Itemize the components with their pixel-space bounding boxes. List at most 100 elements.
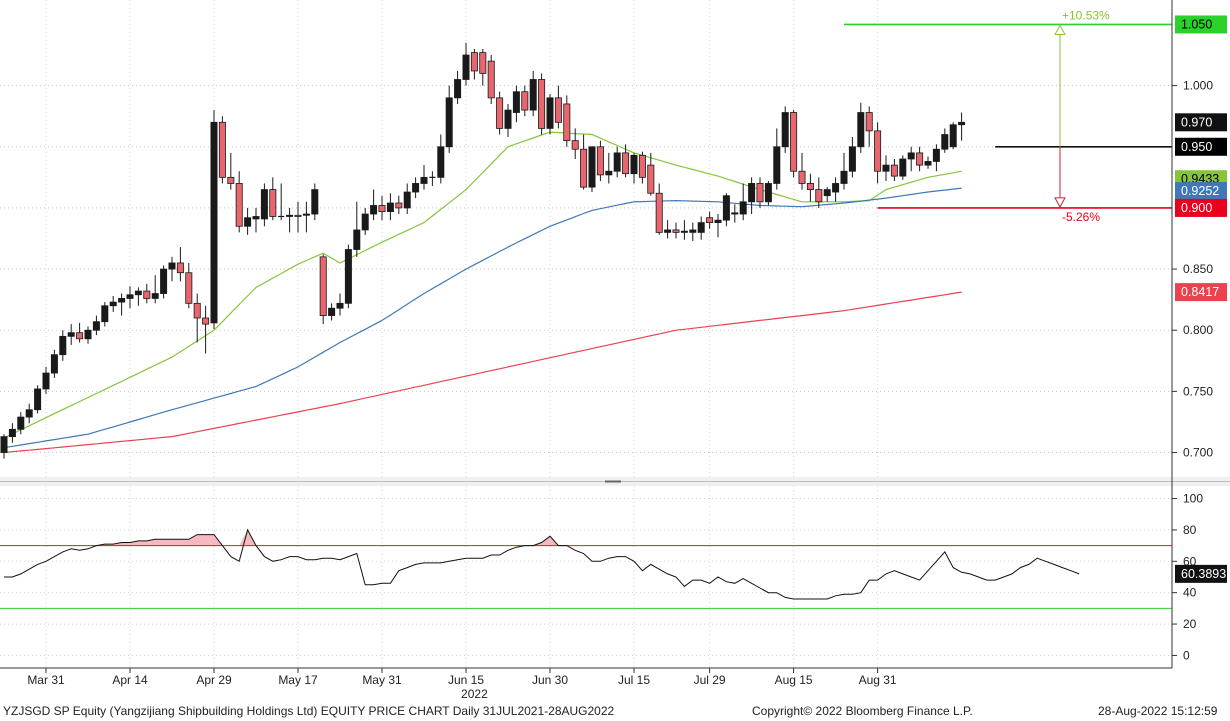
candle-body [118, 298, 126, 303]
date-tick-label: Aug 31 [859, 673, 897, 687]
candle-body [689, 229, 697, 233]
candle-body [386, 202, 394, 212]
candle [76, 322, 84, 343]
candle-body [370, 205, 378, 215]
candle-body [210, 121, 218, 324]
candle-body [193, 302, 201, 319]
rsi-overbought-area [96, 529, 559, 546]
candle-body [622, 152, 630, 175]
candle [739, 183, 747, 221]
candle-body [160, 268, 168, 294]
candle [151, 275, 159, 304]
candle-body [916, 152, 924, 166]
candle-body [412, 183, 420, 193]
candle-body [899, 158, 907, 177]
date-tick-label: Mar 31 [27, 673, 65, 687]
price-gridlines [0, 0, 1230, 486]
candle [59, 330, 67, 361]
candle-body [949, 124, 957, 148]
candle-body [958, 121, 966, 126]
current-price-tag: 0.950 [1175, 137, 1227, 156]
candle [907, 146, 915, 172]
date-tick-label: Jun 30 [532, 673, 568, 687]
candle-body [538, 79, 546, 129]
candle [496, 91, 504, 135]
candle [67, 324, 75, 345]
candlesticks [0, 42, 966, 459]
candle-body [445, 97, 453, 148]
candle [412, 177, 420, 199]
candle-body [76, 332, 84, 340]
candle [638, 151, 646, 184]
rsi-tick-label: 80 [1183, 523, 1197, 537]
candle-body [512, 91, 520, 113]
candle [278, 183, 285, 221]
rsi-tick-label: 20 [1183, 617, 1197, 631]
price-tags: 1.0500.9700.94330.9500.92520.9000.841760… [1175, 15, 1227, 583]
price-tick-label: 1.000 [1183, 79, 1213, 93]
candle [420, 165, 428, 190]
candle [8, 423, 16, 443]
candle-body [311, 189, 319, 215]
candle-body [823, 189, 831, 197]
candle [773, 128, 781, 190]
rsi-last-tag-text: 60.3893 [1181, 567, 1226, 581]
candle [697, 216, 705, 240]
candle-body [874, 130, 882, 172]
candle-body [328, 307, 336, 316]
candle [546, 94, 554, 135]
candle [781, 106, 789, 153]
current-price-tag-text: 0.950 [1181, 140, 1212, 154]
rsi-gridlines [0, 486, 1172, 668]
axes: 0.700 0.750 0.800 0.850 1.000 Mar 31 Apr 14 Apr… [0, 0, 1213, 701]
rsi-line [4, 528, 1080, 600]
candle [580, 134, 588, 190]
candle [101, 302, 109, 327]
candle-body [697, 222, 705, 233]
candle [227, 152, 235, 190]
timestamp-text: 28-Aug-2022 15:12:59 [1098, 704, 1218, 718]
candle-body [890, 164, 898, 177]
candle [202, 305, 210, 354]
candle-body [126, 294, 134, 299]
candle [563, 95, 571, 147]
candle [260, 183, 268, 227]
candle [328, 303, 336, 321]
candle-body [17, 416, 25, 430]
candle [512, 85, 520, 123]
candle [588, 146, 596, 193]
candle-body [706, 217, 714, 223]
candle-body [244, 217, 252, 227]
candle [538, 73, 546, 135]
candle-body [202, 317, 210, 325]
ma-long-line [3, 291, 962, 454]
candle [252, 207, 260, 233]
candle [840, 152, 848, 190]
candle [353, 201, 361, 257]
candle [319, 254, 327, 325]
candle-body [487, 60, 495, 99]
candle-body [748, 183, 756, 203]
candle-body [840, 170, 848, 184]
candle-body [353, 229, 361, 250]
ma-mid-tag-box [1175, 182, 1227, 201]
candle-body [227, 176, 235, 184]
price-levels: +10.53% -5.26% [844, 8, 1172, 224]
candle [218, 116, 226, 184]
candle-body [151, 293, 159, 299]
candle-body [504, 109, 512, 129]
candle-body [554, 97, 562, 123]
rsi-tick-label: 40 [1183, 586, 1197, 600]
candle [958, 112, 966, 141]
candle [664, 220, 672, 239]
candle [126, 286, 134, 309]
rsi-tick-label: 0 [1183, 648, 1190, 662]
candle-body [67, 332, 75, 337]
candle [118, 293, 126, 316]
stop-price-tag-box [1175, 198, 1227, 217]
candle-body [437, 146, 445, 178]
candle [748, 177, 756, 215]
candle-body [218, 121, 226, 178]
candle-body [395, 202, 403, 209]
copyright-text: Copyright© 2022 Bloomberg Finance L.P. [752, 704, 973, 718]
